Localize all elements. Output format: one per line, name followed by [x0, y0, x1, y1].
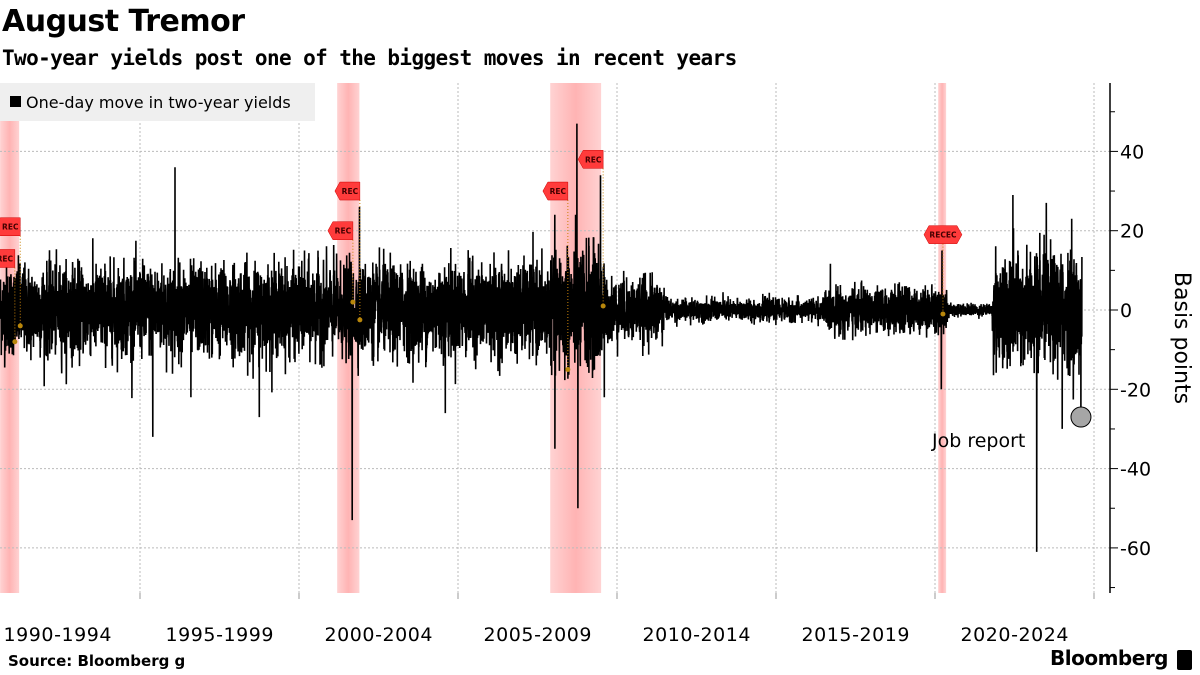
x-tick-label: 2000-2004 [325, 624, 433, 646]
recession-marker-label: REC [342, 187, 359, 196]
recession-marker [0, 217, 21, 236]
x-tick-label: 1990-1994 [4, 624, 112, 646]
recession-marker-dot [565, 366, 571, 372]
y-tick-label: 20 [1120, 221, 1144, 243]
recession-marker-label: REC [335, 227, 352, 236]
source-note: Source: Bloomberg g [8, 652, 186, 670]
brand-logo: Bloomberg [1050, 646, 1168, 670]
recession-marker-dot [600, 303, 606, 309]
recession-marker [327, 221, 354, 240]
recession-marker [542, 181, 569, 201]
recession-marker-label: REC [2, 223, 19, 232]
y-tick-label: 40 [1120, 141, 1144, 163]
x-tick-label: 2010-2014 [643, 624, 751, 646]
bloomberg-terminal-icon [1177, 650, 1192, 670]
legend-box [0, 83, 315, 121]
y-tick-label: -60 [1120, 538, 1151, 560]
recession-marker-dot [940, 311, 946, 317]
recession-marker-dot [357, 317, 363, 323]
series-line-two-year-yield-move [0, 123, 1083, 552]
recession-marker [0, 249, 16, 268]
chart-subtitle: Two-year yields post one of the biggest … [2, 46, 737, 70]
recession-marker-dot [350, 299, 356, 305]
x-tick-label: 2020-2024 [961, 624, 1069, 646]
x-tick-label: 2015-2019 [802, 624, 910, 646]
annotation-marker [1070, 406, 1092, 428]
recession-marker [577, 150, 604, 169]
y-axis-label: Basis points [1169, 272, 1194, 404]
x-tick-label: 2005-2009 [484, 624, 592, 646]
recession-marker-label: REC [550, 187, 567, 196]
recession-marker [334, 181, 361, 201]
legend-label: One-day move in two-year yields [26, 93, 291, 112]
y-tick-label: -20 [1120, 379, 1151, 401]
recession-marker [923, 225, 963, 244]
recession-marker-dot [17, 323, 23, 329]
recession-marker-dot [12, 339, 18, 345]
chart-title: August Tremor [2, 4, 245, 39]
x-tick-label: 1995-1999 [166, 624, 274, 646]
annotation-label: Job report [931, 430, 1025, 452]
recession-marker-label: REC [0, 254, 14, 263]
recession-marker-label: RECEC [929, 231, 957, 240]
y-tick-label: 0 [1120, 300, 1132, 322]
recession-marker-label: REC [585, 155, 602, 164]
y-tick-label: -40 [1120, 459, 1151, 481]
legend-swatch [10, 96, 21, 107]
